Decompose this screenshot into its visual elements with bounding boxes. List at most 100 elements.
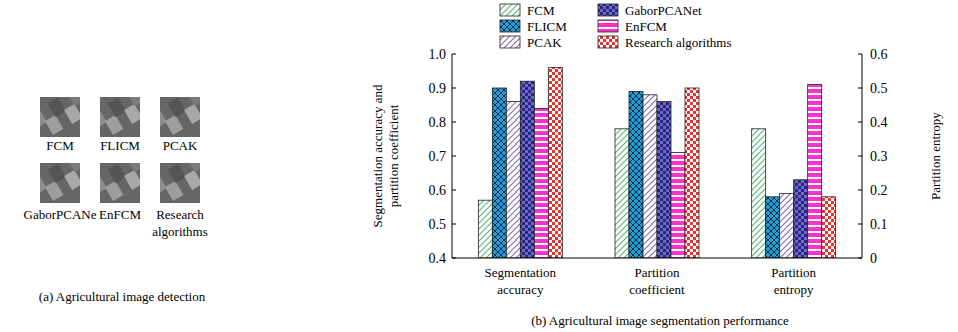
- image-placeholder: [160, 97, 200, 137]
- y2-tick: [858, 224, 862, 225]
- image-field: [67, 163, 80, 172]
- image-field: [184, 104, 200, 124]
- legend-label: FCM: [527, 3, 555, 18]
- bar: [506, 102, 520, 258]
- image-field: [48, 97, 66, 117]
- y-axis-label: Segmentation accuracy andpartition coeff…: [370, 84, 401, 227]
- image-placeholder: [40, 163, 80, 203]
- text-line: PCAK: [163, 138, 198, 153]
- y-tick: [452, 122, 456, 123]
- image-field: [184, 170, 200, 190]
- y-tick: [452, 88, 456, 89]
- bar: [520, 81, 534, 258]
- legend-swatch: [500, 4, 520, 16]
- text-line: FCM: [46, 138, 74, 153]
- bar: [657, 102, 671, 258]
- y2-tick: [858, 156, 862, 157]
- text-line: partition coefficient: [386, 104, 401, 207]
- image-placeholder: [40, 97, 80, 137]
- text-line: accuracy: [497, 282, 544, 297]
- text-line: Partition: [771, 265, 816, 280]
- legend-swatch: [500, 36, 520, 48]
- image-label: FLICM: [100, 138, 140, 153]
- image-field: [165, 181, 183, 201]
- image-label: PCAK: [163, 138, 198, 153]
- image-label: Research algorithms: [152, 207, 208, 239]
- bar: [629, 91, 643, 258]
- panel-b: 0.40.50.60.70.80.91.000.10.20.30.40.50.6…: [370, 3, 943, 328]
- image-field: [67, 97, 80, 106]
- image-field: [105, 181, 123, 201]
- y2-tick: [858, 122, 862, 123]
- y2-tick-label: 0.4: [870, 115, 888, 130]
- bar: [752, 129, 766, 258]
- legend-label: Research algorithms: [625, 35, 732, 50]
- y2-tick: [858, 88, 862, 89]
- image-label: FCM: [46, 138, 74, 153]
- image-field: [48, 163, 66, 183]
- y-tick-label: 0.5: [429, 217, 447, 232]
- bar: [671, 153, 685, 258]
- x-tick-label: Segmentation accuracy: [485, 265, 557, 297]
- y-tick: [452, 190, 456, 191]
- x-tick-label: Partition entropy: [771, 265, 816, 297]
- figure: FCM FLICM PCAK GaborPCANe EnFCM Research algor…: [0, 0, 958, 332]
- legend-swatch: [598, 4, 618, 16]
- y-tick-label: 0.9: [429, 81, 447, 96]
- y2-tick-label: 0.5: [870, 81, 888, 96]
- text-line: algorithms: [152, 224, 208, 239]
- image-field: [45, 115, 63, 135]
- image-field: [127, 163, 140, 172]
- legend-swatch: [598, 36, 618, 48]
- image-field: [105, 115, 123, 135]
- caption: (b) Agricultural image segmentation perf…: [531, 313, 789, 328]
- image-field: [64, 170, 80, 190]
- image-field: [124, 104, 140, 124]
- bar: [685, 88, 699, 258]
- text-line: Segmentation accuracy and: [370, 84, 385, 227]
- bar: [478, 200, 492, 258]
- caption: (a) Agricultural image detection: [39, 289, 206, 304]
- image-placeholder: [100, 97, 140, 137]
- bar: [766, 197, 780, 258]
- y-tick: [452, 258, 456, 259]
- y-tick-label: 0.6: [429, 183, 447, 198]
- y-tick-label: 0.7: [429, 149, 447, 164]
- y2-tick-label: 0.6: [870, 47, 888, 62]
- image-placeholder: [160, 163, 200, 203]
- legend-label: GaborPCANet: [625, 3, 702, 18]
- image-placeholder: [100, 163, 140, 203]
- y2-tick-label: 0.2: [870, 183, 888, 198]
- y-tick-label: 0.4: [429, 251, 447, 266]
- y-tick: [452, 54, 456, 55]
- y2-tick: [858, 190, 862, 191]
- text-line: entropy: [774, 282, 814, 297]
- y-tick-label: 0.8: [429, 115, 447, 130]
- legend-label: PCAK: [527, 35, 562, 50]
- x-axis: [452, 258, 862, 259]
- image-field: [108, 97, 126, 117]
- bar: [822, 197, 836, 258]
- bar: [794, 180, 808, 258]
- legend-label: EnFCM: [625, 19, 667, 34]
- y2-tick-label: 0.1: [870, 217, 888, 232]
- text-line: Partition: [635, 265, 680, 280]
- bars: [478, 68, 835, 258]
- image-label: GaborPCANe: [24, 207, 97, 222]
- image-field: [100, 174, 107, 194]
- image-field: [45, 181, 63, 201]
- bar: [615, 129, 629, 258]
- text-line: Segmentation: [485, 265, 557, 280]
- image-field: [165, 115, 183, 135]
- y-tick-label: 1.0: [429, 47, 447, 62]
- image-field: [100, 108, 107, 128]
- image-field: [168, 163, 186, 183]
- image-field: [187, 97, 200, 106]
- image-field: [168, 97, 186, 117]
- text-line: Research: [156, 207, 204, 222]
- image-field: [64, 104, 80, 124]
- image-field: [127, 97, 140, 106]
- y-tick: [452, 224, 456, 225]
- bar: [534, 108, 548, 258]
- legend-swatch: [598, 20, 618, 32]
